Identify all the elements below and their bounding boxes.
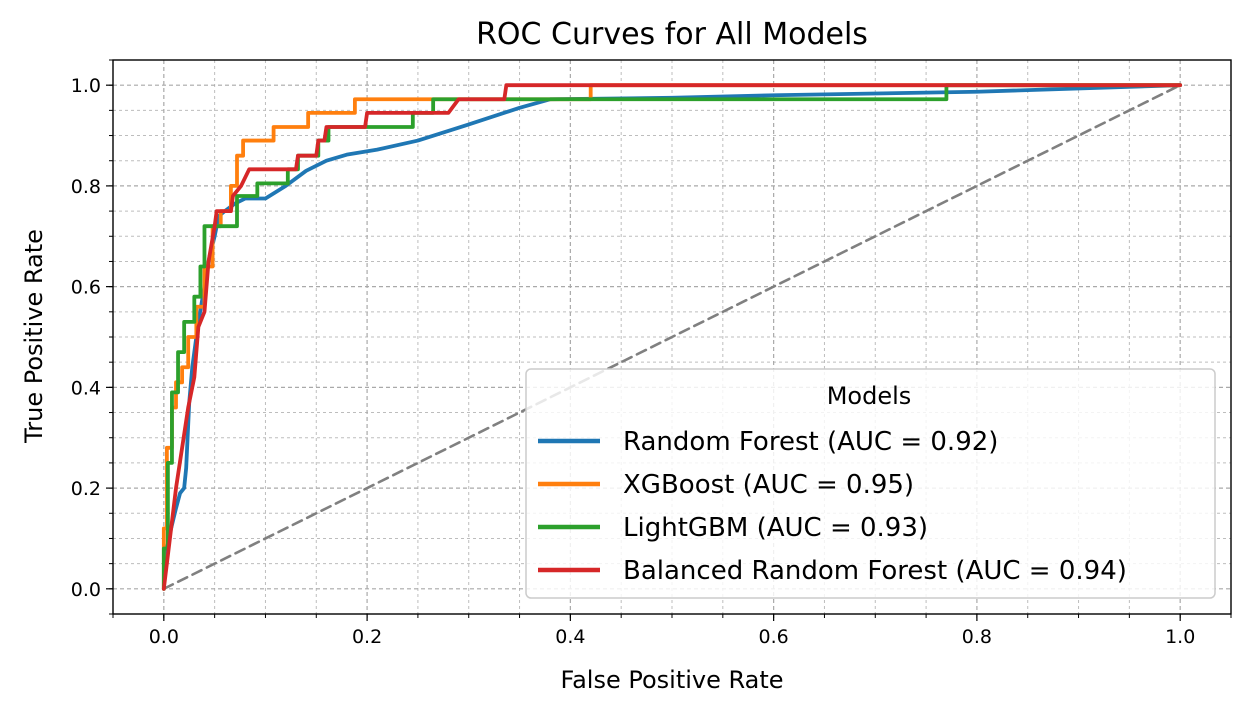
legend-box: [525, 368, 1216, 599]
legend-entry-label: LightGBM (AUC = 0.93): [623, 513, 928, 543]
chart-title: ROC Curves for All Models: [476, 17, 868, 52]
y-tick-label: 0.4: [71, 377, 101, 399]
x-tick-label: 1.0: [1165, 626, 1195, 648]
y-tick-label: 1.0: [71, 75, 101, 97]
series-lines: [161, 83, 1183, 591]
legend-entry-label: Balanced Random Forest (AUC = 0.94): [623, 556, 1127, 586]
roc-curve-line: [161, 83, 1183, 591]
legend: Models Random Forest (AUC = 0.92) XGBoost …: [525, 368, 1216, 599]
y-tick-label: 0.6: [71, 277, 101, 299]
x-tick-label: 0.2: [352, 626, 382, 648]
axes: 0.0 0.2 0.4 0.6 0.8 1.0 0.0 0.2 0.4 0.6 0.8 1.0: [71, 59, 1232, 648]
roc-curve-line: [161, 83, 1183, 591]
x-tick-label: 0.8: [962, 626, 992, 648]
x-axis-label: False Positive Rate: [560, 666, 783, 694]
y-tick-label: 0.8: [71, 176, 101, 198]
legend-entry-label: XGBoost (AUC = 0.95): [623, 470, 914, 500]
x-tick-label: 0.0: [149, 626, 179, 648]
y-tick-label: 0.0: [71, 579, 101, 601]
x-tick-label: 0.6: [759, 626, 789, 648]
legend-entry-label: Random Forest (AUC = 0.92): [623, 427, 998, 457]
y-axis-label: True Positive Rate: [20, 229, 48, 444]
y-tick-label: 0.2: [71, 478, 101, 500]
chance-diagonal-line: [162, 83, 1182, 591]
x-tick-label: 0.4: [555, 626, 585, 648]
legend-title: Models: [827, 382, 912, 410]
roc-curve-line: [161, 83, 1183, 591]
